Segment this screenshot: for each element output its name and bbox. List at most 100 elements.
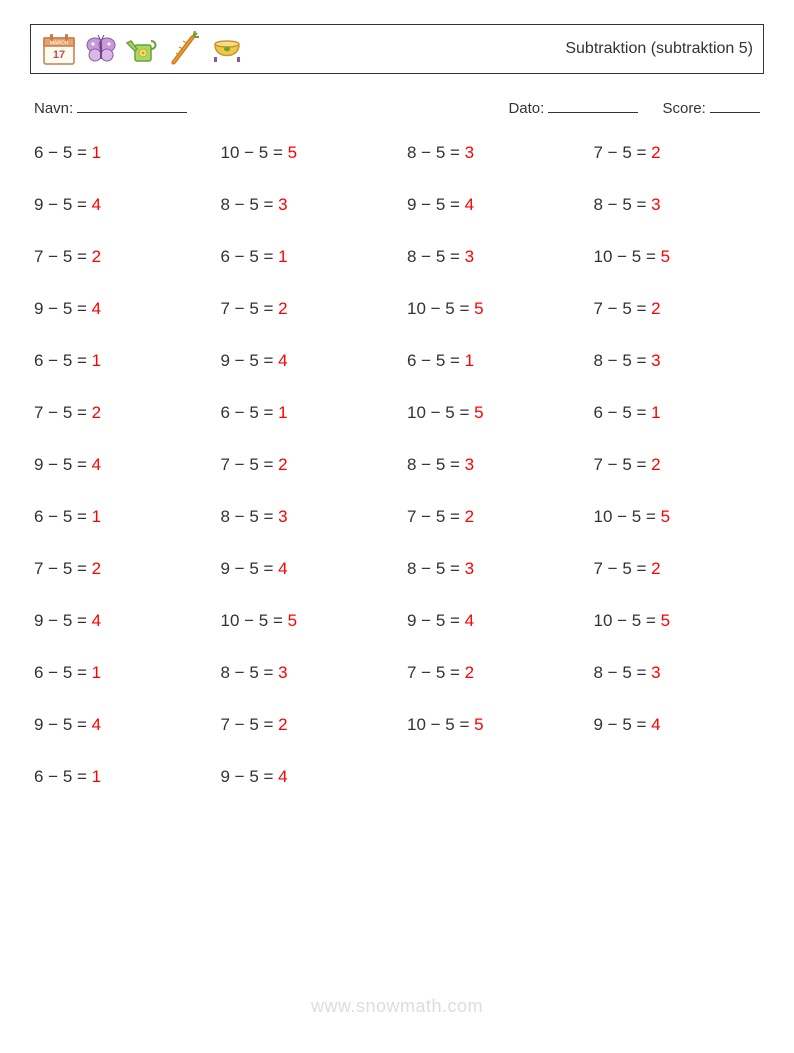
problem-expression: 9 − 5 =: [594, 715, 652, 734]
problem-cell: 9 − 5 = 4: [221, 559, 388, 579]
problem-expression: 8 − 5 =: [407, 143, 465, 162]
problem-cell: 7 − 5 = 2: [221, 455, 388, 475]
problem-cell: 6 − 5 = 1: [34, 767, 201, 787]
problem-cell: [594, 767, 761, 787]
problem-answer: 3: [651, 663, 660, 682]
problem-expression: 10 − 5 =: [221, 143, 288, 162]
problem-cell: 9 − 5 = 4: [594, 715, 761, 735]
problem-answer: 4: [92, 195, 101, 214]
problem-expression: 7 − 5 =: [594, 559, 652, 578]
problem-cell: 8 − 5 = 3: [407, 559, 574, 579]
problem-expression: 9 − 5 =: [34, 195, 92, 214]
problem-cell: 7 − 5 = 2: [34, 559, 201, 579]
score-blank: [710, 98, 760, 113]
problems-grid: 6 − 5 = 1 10 − 5 = 5 8 − 5 = 3 7 − 5 = 2 9 −…: [30, 143, 764, 787]
butterfly-icon: [83, 31, 119, 67]
problem-expression: 8 − 5 =: [221, 507, 279, 526]
problem-answer: 2: [651, 143, 660, 162]
problem-cell: 7 − 5 = 2: [34, 247, 201, 267]
header-box: 17 MARCH: [30, 24, 764, 74]
svg-text:17: 17: [53, 49, 65, 61]
problem-answer: 4: [278, 351, 287, 370]
problem-cell: 6 − 5 = 1: [34, 663, 201, 683]
problem-answer: 5: [474, 403, 483, 422]
problem-answer: 1: [92, 767, 101, 786]
problem-answer: 2: [465, 507, 474, 526]
problem-expression: 10 − 5 =: [594, 507, 661, 526]
problem-cell: 10 − 5 = 5: [594, 611, 761, 631]
problem-expression: 6 − 5 =: [221, 403, 279, 422]
problem-expression: 9 − 5 =: [221, 351, 279, 370]
problem-answer: 2: [92, 559, 101, 578]
problem-expression: 8 − 5 =: [407, 559, 465, 578]
problem-expression: 10 − 5 =: [594, 247, 661, 266]
problem-expression: 6 − 5 =: [34, 351, 92, 370]
problem-expression: 9 − 5 =: [221, 559, 279, 578]
problem-expression: 6 − 5 =: [34, 143, 92, 162]
problem-expression: 7 − 5 =: [594, 299, 652, 318]
problem-answer: 2: [278, 455, 287, 474]
problem-expression: 6 − 5 =: [221, 247, 279, 266]
problem-cell: 7 − 5 = 2: [594, 559, 761, 579]
problem-cell: 7 − 5 = 2: [407, 663, 574, 683]
problem-expression: 7 − 5 =: [34, 247, 92, 266]
problem-cell: 6 − 5 = 1: [594, 403, 761, 423]
problem-answer: 4: [465, 195, 474, 214]
problem-answer: 4: [465, 611, 474, 630]
date-label: Dato:: [508, 100, 544, 117]
problem-cell: 7 − 5 = 2: [594, 455, 761, 475]
problem-expression: 9 − 5 =: [34, 611, 92, 630]
problem-cell: 10 − 5 = 5: [221, 611, 388, 631]
problem-expression: 7 − 5 =: [594, 455, 652, 474]
problem-expression: 8 − 5 =: [221, 195, 279, 214]
problem-answer: 5: [474, 715, 483, 734]
problem-expression: 7 − 5 =: [34, 403, 92, 422]
problem-cell: 10 − 5 = 5: [594, 247, 761, 267]
problem-cell: 9 − 5 = 4: [34, 611, 201, 631]
problem-answer: 3: [465, 559, 474, 578]
problem-answer: 3: [465, 143, 474, 162]
problem-cell: 9 − 5 = 4: [221, 767, 388, 787]
problem-cell: 8 − 5 = 3: [221, 195, 388, 215]
problem-answer: 2: [278, 299, 287, 318]
problem-expression: 9 − 5 =: [221, 767, 279, 786]
problem-cell: 10 − 5 = 5: [221, 143, 388, 163]
problem-cell: 9 − 5 = 4: [34, 715, 201, 735]
problem-answer: 5: [661, 507, 670, 526]
problem-answer: 4: [92, 611, 101, 630]
problem-answer: 3: [651, 351, 660, 370]
name-blank: [77, 98, 187, 113]
problem-cell: 7 − 5 = 2: [594, 299, 761, 319]
problem-expression: 10 − 5 =: [594, 611, 661, 630]
problem-cell: 8 − 5 = 3: [407, 455, 574, 475]
problem-cell: [407, 767, 574, 787]
problem-expression: 6 − 5 =: [407, 351, 465, 370]
score-field: Score:: [662, 98, 760, 117]
problem-cell: 8 − 5 = 3: [407, 247, 574, 267]
problem-cell: 6 − 5 = 1: [34, 507, 201, 527]
problem-expression: 8 − 5 =: [407, 455, 465, 474]
problem-expression: 6 − 5 =: [34, 767, 92, 786]
problem-expression: 6 − 5 =: [34, 507, 92, 526]
problem-cell: 6 − 5 = 1: [221, 247, 388, 267]
problem-expression: 7 − 5 =: [407, 507, 465, 526]
carrot-icon: [167, 31, 203, 67]
score-label: Score:: [662, 100, 705, 117]
problem-answer: 4: [651, 715, 660, 734]
problem-cell: 7 − 5 = 2: [594, 143, 761, 163]
problem-expression: 8 − 5 =: [221, 663, 279, 682]
calendar-icon: 17 MARCH: [41, 31, 77, 67]
problem-answer: 4: [278, 559, 287, 578]
problem-answer: 5: [288, 611, 297, 630]
problem-answer: 1: [92, 351, 101, 370]
problem-cell: 6 − 5 = 1: [34, 351, 201, 371]
problem-answer: 4: [92, 455, 101, 474]
problem-cell: 6 − 5 = 1: [34, 143, 201, 163]
watermark: www.snowmath.com: [0, 996, 794, 1017]
problem-answer: 3: [278, 507, 287, 526]
svg-text:MARCH: MARCH: [50, 41, 69, 47]
problem-answer: 2: [651, 455, 660, 474]
problem-cell: 9 − 5 = 4: [221, 351, 388, 371]
date-field: Dato:: [508, 98, 638, 117]
problem-cell: 9 − 5 = 4: [34, 195, 201, 215]
